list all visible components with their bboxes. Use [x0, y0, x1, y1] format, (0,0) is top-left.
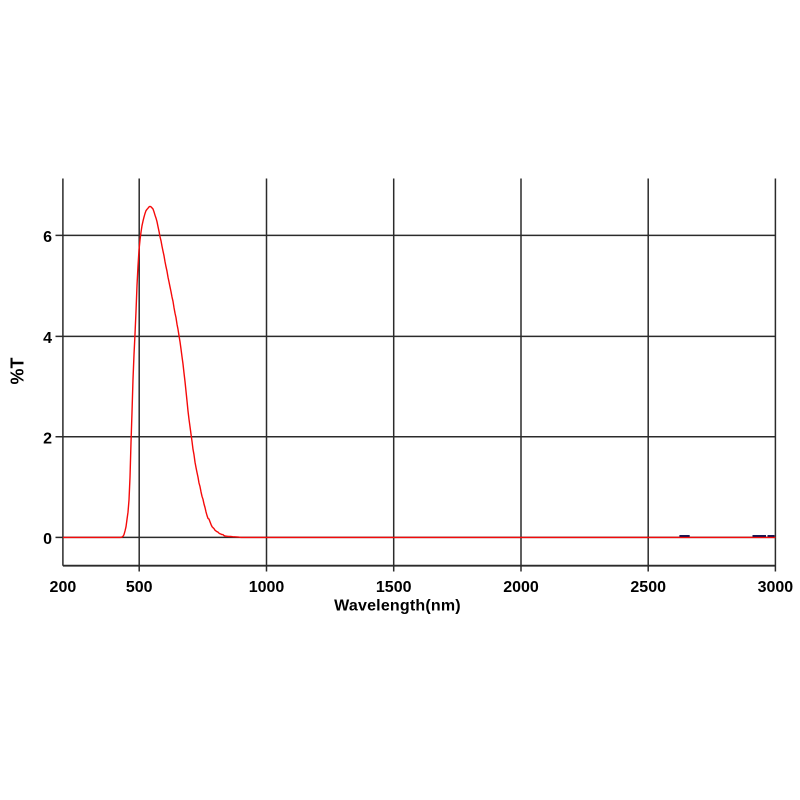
- svg-text:2500: 2500: [630, 579, 666, 596]
- svg-text:6: 6: [43, 229, 52, 246]
- svg-text:0: 0: [43, 531, 52, 548]
- svg-text:2000: 2000: [503, 579, 539, 596]
- svg-text:500: 500: [126, 579, 153, 596]
- svg-text:%T: %T: [8, 357, 28, 384]
- svg-text:1500: 1500: [376, 579, 412, 596]
- svg-text:3000: 3000: [758, 579, 794, 596]
- svg-text:200: 200: [50, 579, 77, 596]
- svg-text:2: 2: [43, 431, 52, 448]
- svg-text:Wavelength(nm): Wavelength(nm): [334, 598, 461, 615]
- svg-text:1000: 1000: [249, 579, 285, 596]
- svg-text:4: 4: [43, 330, 52, 347]
